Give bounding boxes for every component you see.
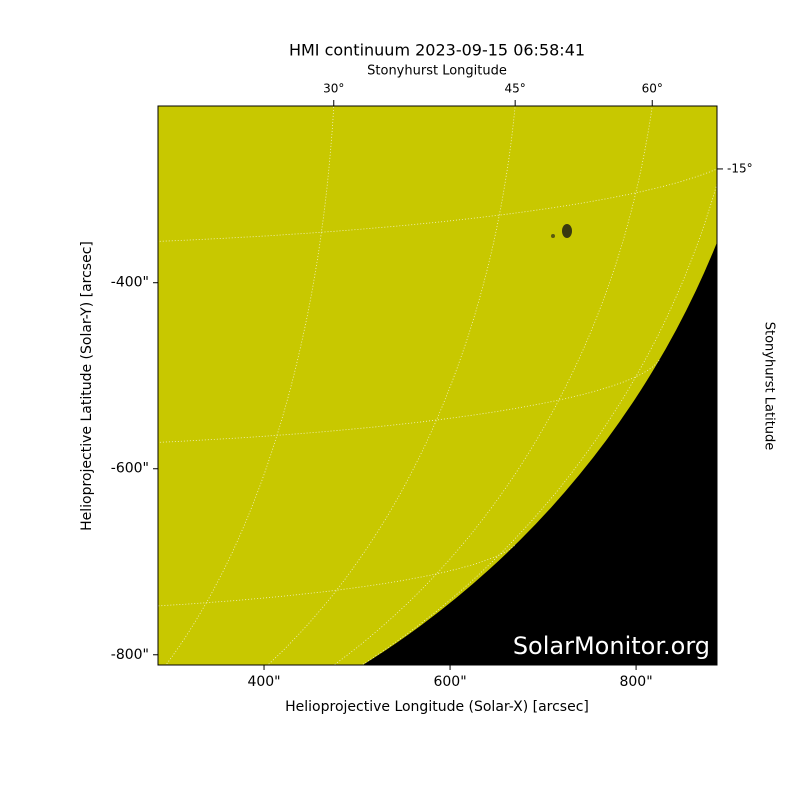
top-tick-label: 30° bbox=[323, 82, 344, 96]
solar-disk bbox=[158, 106, 717, 665]
sunspot bbox=[551, 234, 555, 238]
y-tick-label: -600" bbox=[111, 461, 149, 477]
top-tick-label: 60° bbox=[642, 82, 663, 96]
x-axis-label: Helioprojective Longitude (Solar-X) [arc… bbox=[285, 699, 589, 715]
watermark: SolarMonitor.org bbox=[513, 632, 710, 660]
top-axis-label: Stonyhurst Longitude bbox=[367, 64, 507, 79]
x-tick-label: 800" bbox=[619, 674, 652, 690]
longitude-grid-line bbox=[0, 0, 122, 799]
y-tick-label: -400" bbox=[111, 275, 149, 291]
x-tick-label: 600" bbox=[433, 674, 466, 690]
y-tick-label: -800" bbox=[111, 647, 149, 663]
latitude-grid-line bbox=[158, 168, 717, 242]
plot-area bbox=[0, 0, 781, 799]
latitude-grid-line bbox=[0, 777, 93, 792]
chart-title: HMI continuum 2023-09-15 06:58:41 bbox=[289, 41, 585, 60]
top-tick-label: 45° bbox=[505, 82, 526, 96]
right-tick-label: -15° bbox=[727, 161, 753, 175]
latitude-grid-line bbox=[0, 687, 325, 730]
plot-frame bbox=[157, 105, 718, 666]
y-axis-label: Helioprojective Latitude (Solar-Y) [arcs… bbox=[79, 241, 95, 531]
x-tick-label: 400" bbox=[247, 674, 280, 690]
right-axis-label: Stonyhurst Latitude bbox=[762, 322, 777, 451]
latitude-grid-line bbox=[0, 0, 781, 22]
sunspot bbox=[562, 224, 572, 238]
